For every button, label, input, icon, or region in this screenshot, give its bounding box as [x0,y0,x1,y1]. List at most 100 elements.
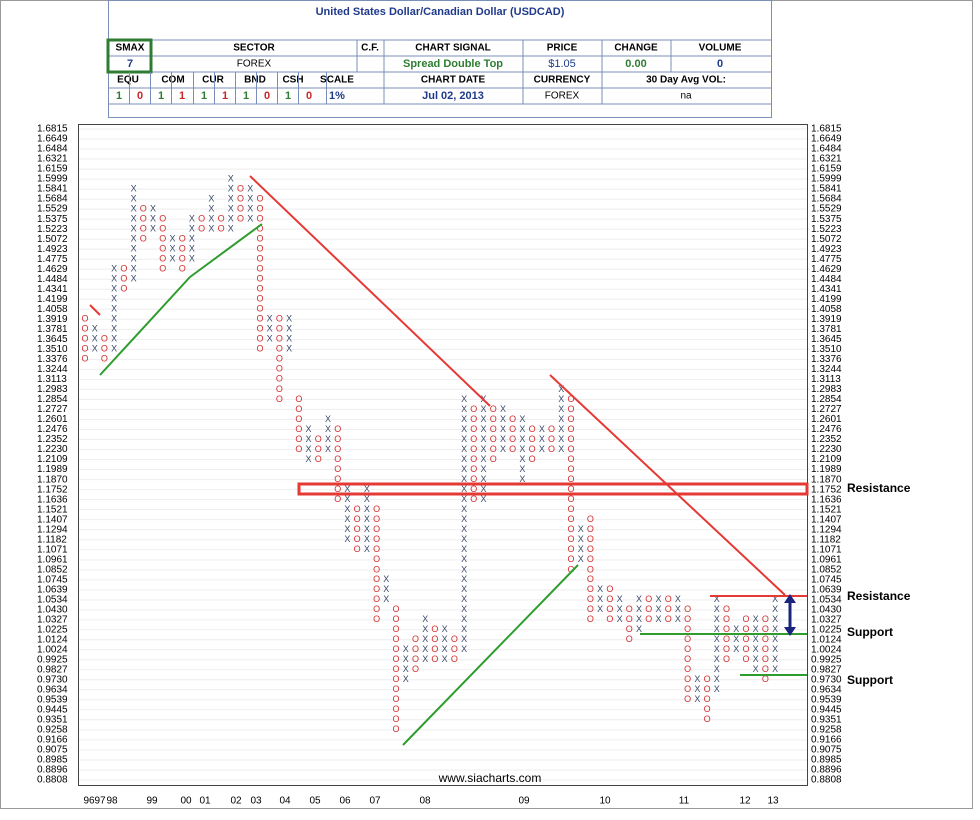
y-tick-label-right: 0.9351 [811,714,842,725]
y-tick-label-right: 1.1521 [811,504,842,515]
sector-label: SECTOR [233,43,275,54]
currency-value: FOREX [545,91,580,102]
o-box: O [237,183,244,193]
x-box: X [131,234,137,244]
y-tick-label: 1.3645 [37,334,68,345]
o-box: O [548,424,555,434]
x-box: X [461,454,467,464]
y-tick-label-right: 1.0124 [811,634,842,645]
y-tick-label-right: 1.1752 [811,484,842,495]
o-box: O [256,254,263,264]
o-box: O [159,224,166,234]
x-box: X [422,634,428,644]
y-tick-label-right: 0.9925 [811,654,842,665]
x-box: X [481,494,487,504]
o-box: O [276,334,283,344]
asset-value: 1 [243,90,249,102]
y-tick-label: 1.6321 [37,154,68,165]
o-box: O [587,594,594,604]
o-box: O [567,404,574,414]
x-box: X [228,203,234,213]
x-box: X [442,644,448,654]
x-box: X [481,414,487,424]
x-box: X [267,314,273,324]
o-box: O [587,584,594,594]
o-box: O [431,634,438,644]
y-tick-label: 1.2854 [37,394,68,405]
y-tick-label: 1.0024 [37,644,68,655]
x-box: X [461,614,467,624]
o-box: O [470,484,477,494]
asset-label: SCALE [320,75,354,86]
o-box: O [665,604,672,614]
x-box: X [344,484,350,494]
o-box: O [256,344,263,354]
x-tick-label: 13 [767,796,779,807]
x-box: X [597,584,603,594]
x-box: X [422,614,428,624]
o-box: O [684,604,691,614]
x-box: X [228,214,234,224]
o-box: O [587,554,594,564]
date-value: Jul 02, 2013 [422,90,484,102]
x-box: X [714,644,720,654]
o-box: O [490,434,497,444]
o-box: O [587,544,594,554]
y-tick-label-right: 1.0852 [811,565,842,576]
o-box: O [373,534,380,544]
x-box: X [169,234,175,244]
pf-column: XXX [733,624,739,654]
x-box: X [461,424,467,434]
y-tick-label-right: 0.9166 [811,735,842,746]
y-tick-label: 1.3919 [37,314,68,325]
x-box: X [461,554,467,564]
x-box: X [306,434,312,444]
o-box: O [393,714,400,724]
x-box: X [753,634,759,644]
y-tick-label: 0.9827 [37,664,68,675]
x-box: X [481,404,487,414]
y-tick-label-right: 1.5223 [811,224,842,235]
o-box: O [198,214,205,224]
o-box: O [762,644,769,654]
x-tick-label: 07 [369,796,381,807]
y-tick-label-right: 0.9258 [811,724,842,735]
annotation: Resistance [847,589,911,603]
o-box: O [179,254,186,264]
y-tick-label-right: 1.3510 [811,344,842,355]
o-box: O [567,544,574,554]
trend-line [89,304,101,316]
header-title: United States Dollar/Canadian Dollar (US… [316,6,565,18]
price-value: $1.05 [548,58,576,70]
x-box: X [481,464,487,474]
o-box: O [645,614,652,624]
arrow-head [784,594,796,636]
y-tick-label: 1.3510 [37,344,68,355]
asset-value: 1 [222,90,228,102]
x-box: X [675,594,681,604]
o-box: O [393,634,400,644]
pf-column: OOO [315,434,322,464]
x-box: X [500,404,506,414]
o-box: O [101,334,108,344]
y-tick-label-right: 1.4484 [811,274,842,285]
y-tick-label: 1.4629 [37,264,68,275]
x-box: X [286,314,292,324]
y-tick-label-right: 1.1407 [811,514,842,525]
x-box: X [519,414,525,424]
x-tick-label: 98 [106,796,118,807]
x-tick-label: 08 [419,796,431,807]
x-box: X [208,224,214,234]
x-box: X [208,193,214,203]
x-box: X [403,664,409,674]
asset-value: 0 [264,90,270,102]
o-box: O [470,404,477,414]
